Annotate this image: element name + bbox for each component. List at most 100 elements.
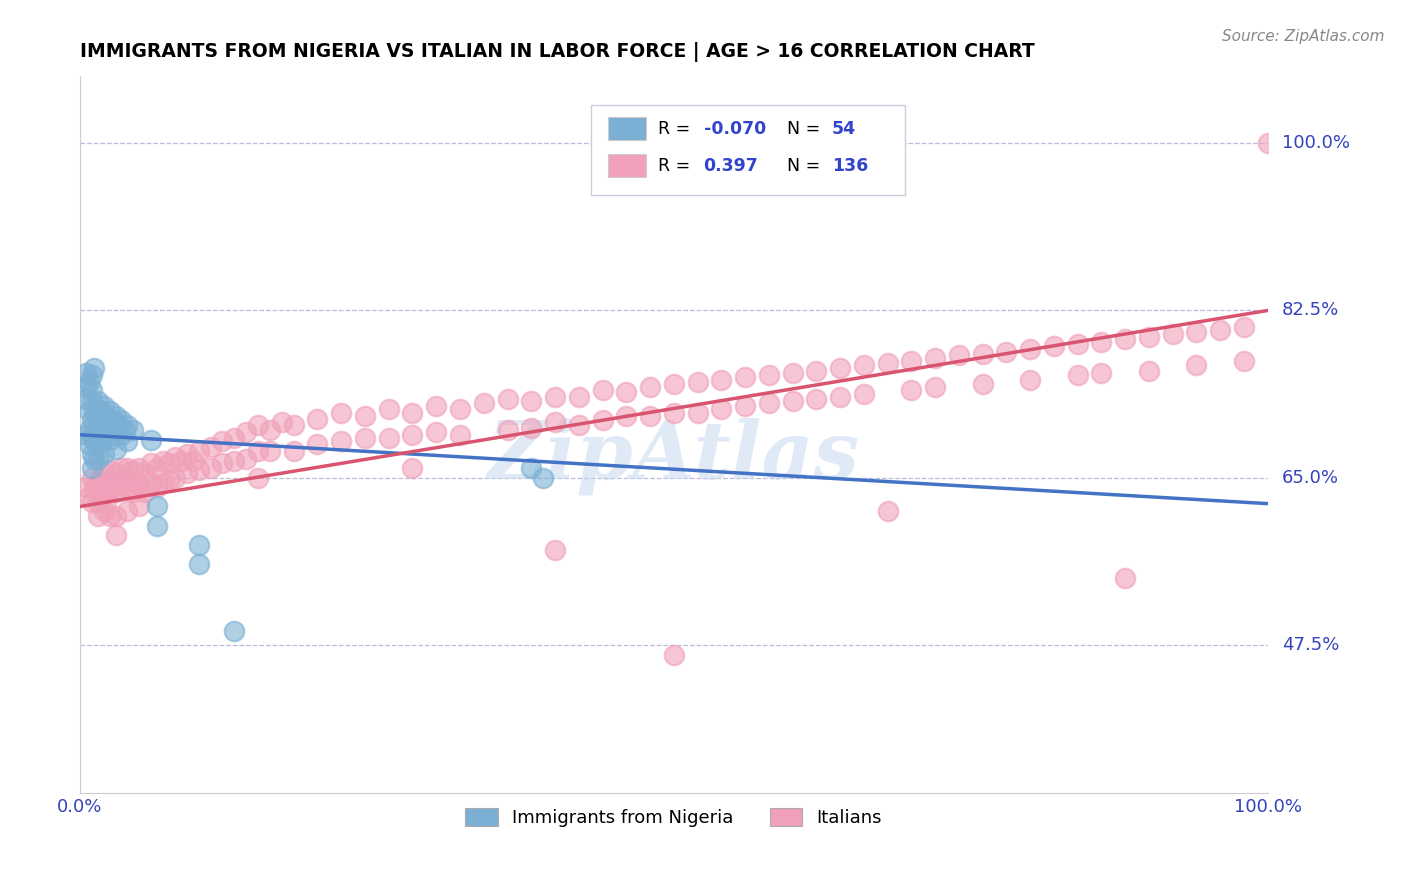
Point: [98, 433, 121, 447]
Point: [83, 433, 105, 447]
Point: [90, 490, 112, 504]
Point: [1066, 337, 1088, 351]
Point: [1209, 323, 1232, 337]
Point: [614, 409, 637, 423]
Point: [187, 538, 209, 552]
Point: [114, 473, 136, 487]
Point: [830, 360, 852, 375]
Point: [544, 542, 567, 557]
Point: [662, 406, 685, 420]
Point: [638, 409, 661, 423]
Point: [80, 368, 103, 382]
Point: [170, 453, 193, 467]
Point: [75, 480, 97, 494]
Point: [614, 384, 637, 399]
Point: [79, 375, 101, 389]
Text: Source: ZipAtlas.com: Source: ZipAtlas.com: [1222, 29, 1385, 45]
Point: [247, 444, 270, 458]
Point: [90, 433, 112, 447]
Point: [80, 461, 103, 475]
Point: [734, 370, 756, 384]
Point: [401, 406, 423, 420]
Point: [80, 471, 103, 485]
Point: [520, 394, 543, 409]
Point: [283, 418, 305, 433]
Point: [83, 360, 105, 375]
Point: [830, 390, 852, 404]
Point: [1233, 354, 1256, 368]
Point: [211, 457, 233, 471]
Point: [852, 358, 875, 372]
Point: [758, 368, 780, 382]
Point: [181, 453, 204, 467]
FancyBboxPatch shape: [609, 154, 647, 178]
Point: [110, 413, 132, 427]
Point: [638, 380, 661, 394]
Text: 100.0%: 100.0%: [1282, 134, 1350, 153]
Point: [1043, 339, 1066, 353]
Point: [1090, 334, 1112, 349]
Point: [80, 494, 103, 508]
Point: [118, 473, 141, 487]
Point: [1137, 330, 1160, 344]
Point: [520, 461, 543, 475]
Point: [101, 427, 124, 442]
Point: [83, 404, 105, 418]
Point: [1066, 368, 1088, 382]
Point: [104, 528, 127, 542]
Point: [93, 413, 115, 427]
Point: [1257, 136, 1279, 150]
Point: [472, 396, 495, 410]
Point: [117, 480, 139, 494]
Point: [83, 418, 105, 433]
Point: [531, 471, 554, 485]
Point: [117, 461, 139, 475]
Point: [83, 451, 105, 466]
Text: 136: 136: [832, 157, 868, 175]
Point: [163, 471, 186, 485]
Point: [224, 453, 246, 467]
Legend: Immigrants from Nigeria, Italians: Immigrants from Nigeria, Italians: [458, 801, 890, 835]
Point: [876, 356, 898, 370]
Point: [686, 375, 709, 389]
Point: [83, 480, 105, 494]
Point: [80, 427, 103, 442]
Point: [662, 648, 685, 662]
Point: [377, 431, 399, 445]
Point: [75, 392, 97, 407]
Point: [101, 473, 124, 487]
Point: [117, 504, 139, 518]
Point: [520, 421, 543, 435]
Point: [176, 447, 198, 461]
Point: [79, 423, 101, 437]
Point: [876, 504, 898, 518]
Point: [86, 509, 108, 524]
Point: [86, 394, 108, 409]
Point: [782, 394, 804, 409]
Point: [90, 471, 112, 485]
Point: [104, 466, 127, 480]
Text: N =: N =: [786, 120, 825, 137]
Point: [948, 348, 970, 362]
Point: [710, 401, 733, 416]
Point: [449, 427, 471, 442]
Point: [307, 411, 329, 425]
Point: [283, 444, 305, 458]
Point: [146, 518, 169, 533]
Point: [247, 418, 270, 433]
FancyBboxPatch shape: [591, 105, 905, 194]
Point: [152, 453, 174, 467]
Point: [758, 396, 780, 410]
Point: [101, 413, 124, 427]
Point: [104, 442, 127, 456]
Text: 82.5%: 82.5%: [1282, 301, 1340, 319]
Text: R =: R =: [658, 120, 696, 137]
Point: [235, 425, 257, 439]
Point: [1019, 342, 1042, 356]
Text: -0.070: -0.070: [703, 120, 766, 137]
Point: [425, 425, 447, 439]
Point: [79, 437, 101, 451]
Point: [1114, 332, 1136, 346]
Point: [90, 418, 112, 433]
Point: [200, 461, 222, 475]
